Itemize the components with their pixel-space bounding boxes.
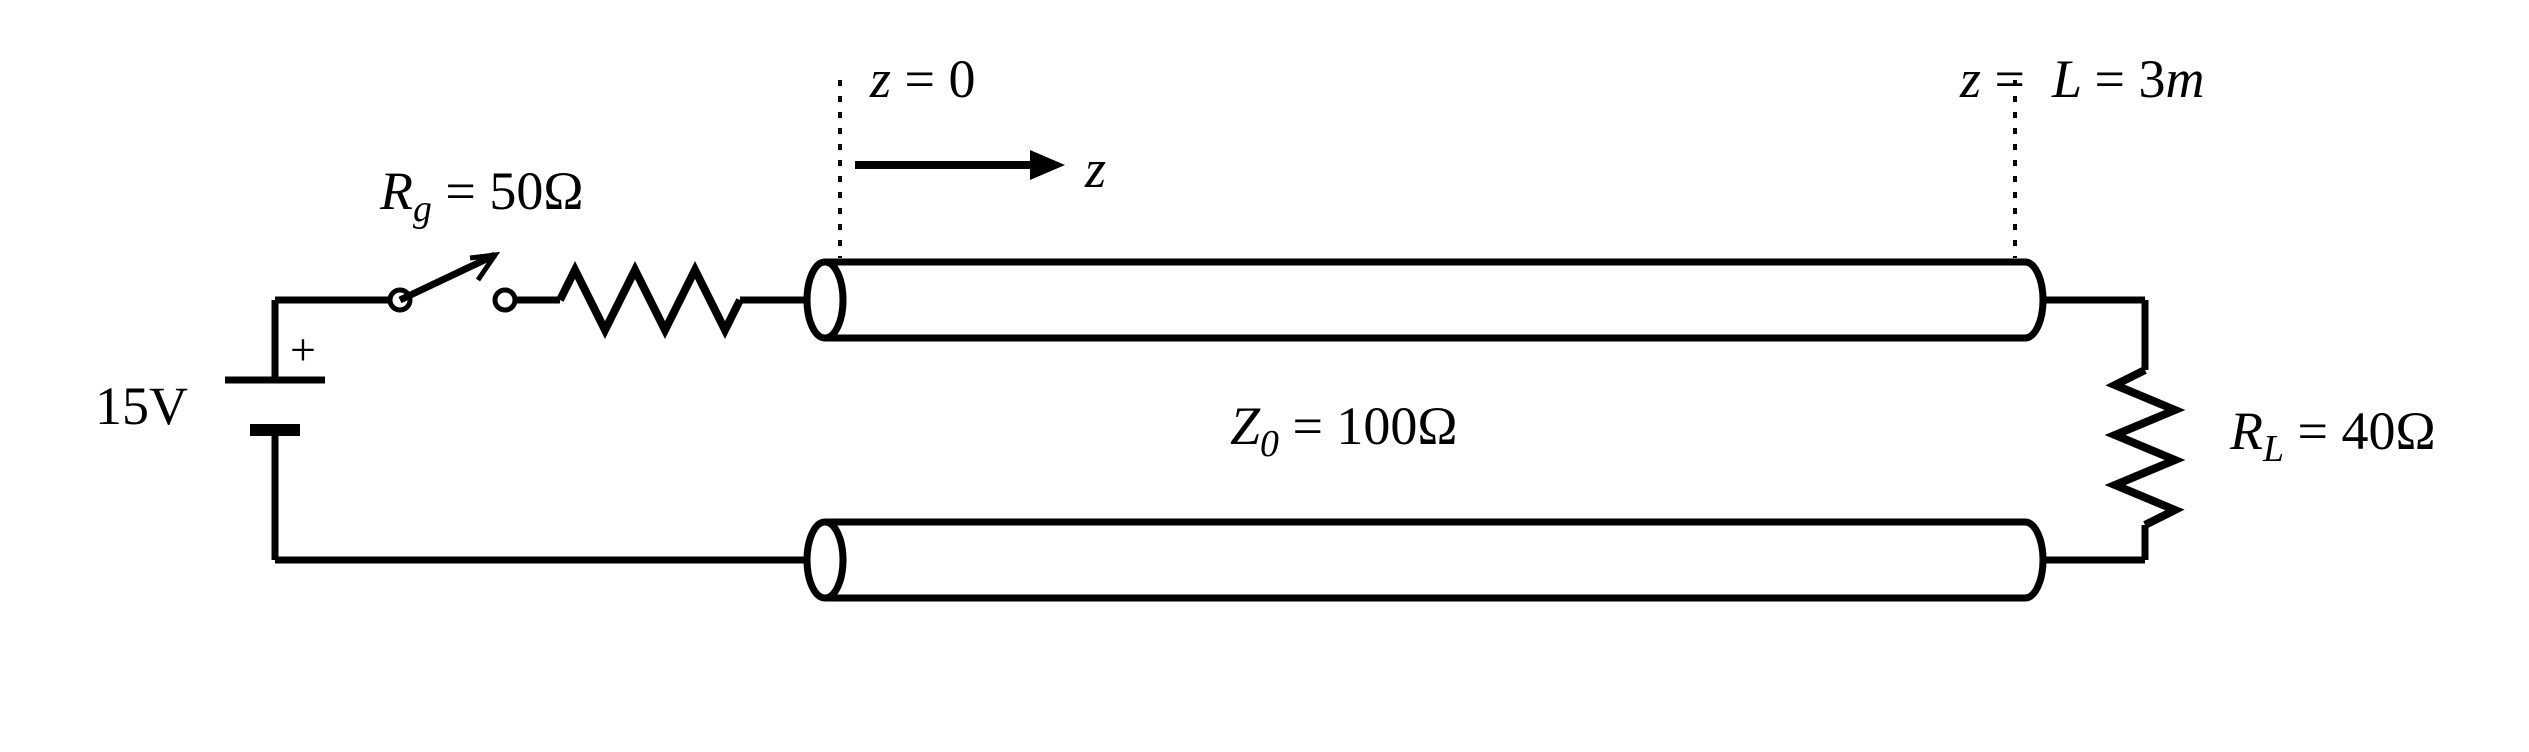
generator-resistor: [560, 270, 740, 330]
transmission-line-bottom: [807, 522, 2043, 598]
voltage-label: 15V: [95, 375, 188, 437]
z-zero-label: z = 0: [870, 48, 975, 110]
z-axis-label: z: [1085, 138, 1106, 200]
z-axis-arrow: [855, 150, 1065, 180]
rl-label: RL = 40Ω: [2230, 400, 2436, 471]
load-resistor: [2115, 370, 2175, 525]
rg-label: Rg = 50Ω: [380, 160, 584, 231]
svg-text:+: +: [290, 324, 316, 375]
circuit-diagram: +: [0, 0, 2529, 752]
transmission-line-top: [807, 262, 2043, 338]
z-L-label: z = L = 3m: [1960, 48, 2205, 110]
switch: [390, 255, 515, 310]
z0-label: Z0 = 100Ω: [1230, 395, 1458, 466]
